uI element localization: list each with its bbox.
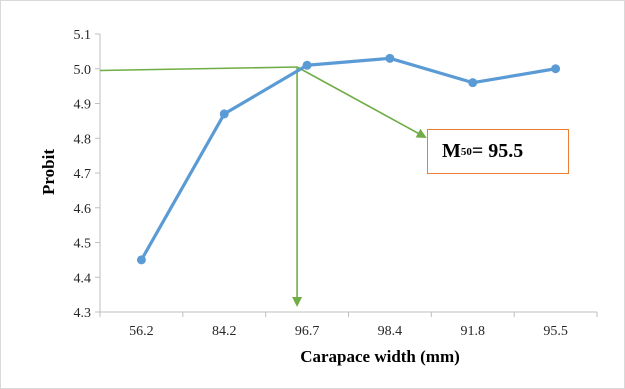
y-tick-label: 5.1 (74, 28, 92, 43)
horizontal-guide-line (99, 66, 298, 72)
x-tick-label: 95.5 (543, 324, 568, 339)
y-tick-label: 4.3 (74, 306, 92, 321)
data-point (219, 109, 229, 119)
m50-label-main: M (442, 140, 461, 162)
tick-labels: 4.3 4.4 4.5 4.6 4.7 4.8 4.9 5.0 5.1 56.2 84.2 96.7 9… (74, 28, 568, 339)
probit-series-line (140, 56, 556, 261)
x-tick-label: 84.2 (212, 324, 237, 339)
data-point (551, 64, 561, 74)
data-point (468, 78, 478, 88)
x-axis-title: Carapace width (mm) (300, 347, 460, 366)
m50-annotation-box: M 50 = 95.5 (427, 129, 569, 174)
x-tick-label: 56.2 (129, 324, 154, 339)
y-tick-label: 4.5 (74, 237, 92, 252)
diagonal-arrow-line (296, 66, 427, 138)
data-point (385, 53, 395, 63)
data-point (302, 60, 312, 70)
x-tick-label: 96.7 (295, 324, 320, 339)
data-point (136, 255, 146, 265)
y-axis-title: Probit (39, 149, 58, 195)
probit-series (136, 53, 561, 265)
y-tick-label: 4.8 (74, 132, 92, 147)
x-tick-label: 91.8 (461, 324, 486, 339)
y-tick-label: 4.7 (74, 167, 92, 182)
m50-annotation-lines (99, 66, 427, 307)
y-tick-label: 4.4 (74, 271, 92, 286)
axes (95, 33, 598, 317)
x-tick-label: 98.4 (378, 324, 403, 339)
m50-label-sub: 50 (460, 145, 472, 158)
y-tick-label: 4.6 (74, 202, 92, 217)
y-tick-label: 4.9 (74, 98, 92, 113)
m50-label-value: = 95.5 (471, 140, 524, 162)
y-tick-label: 5.0 (74, 63, 92, 78)
